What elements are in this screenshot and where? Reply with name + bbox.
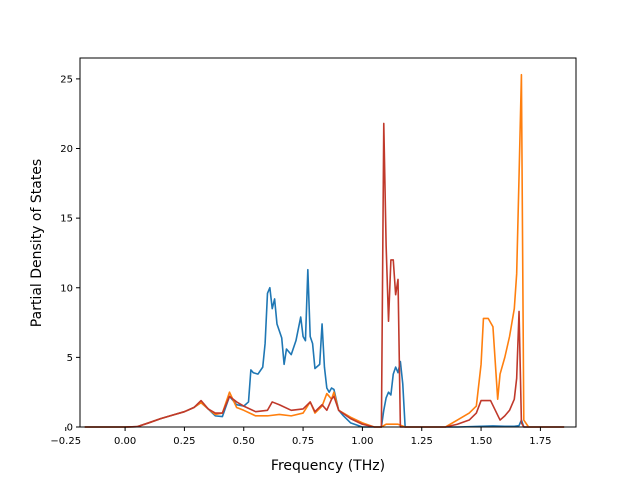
plot-frame [79,57,577,428]
y-tick-label: 0 [67,423,73,434]
series-layer [84,73,565,428]
y-tick-label: 10 [60,283,73,294]
y-tick-label: 5 [67,353,73,364]
x-tick-label: 1.75 [529,436,551,447]
y-ticks: 0 5 10 15 20 25 [60,74,80,434]
x-tick-label: 1.00 [351,436,373,447]
x-tick-label: 1.25 [411,436,433,447]
x-tick-label: −0.25 [50,436,81,447]
x-tick-label: 0.75 [292,436,314,447]
series-line-3 [84,122,565,428]
y-tick-label: 15 [60,214,73,225]
x-tick-label: 0.25 [173,436,195,447]
y-tick-label: 25 [60,74,73,85]
y-axis-title: Partial Density of States [29,159,45,327]
x-tick-label: 0.50 [233,436,255,447]
x-axis-title: Frequency (THz) [271,458,385,474]
x-tick-label: 1.50 [470,436,492,447]
x-ticks: −0.25 0.00 0.25 0.50 0.75 1.00 1.25 1.50 1.75 [50,427,552,447]
y-tick-label: 20 [60,144,73,155]
x-tick-label: 0.00 [114,436,136,447]
